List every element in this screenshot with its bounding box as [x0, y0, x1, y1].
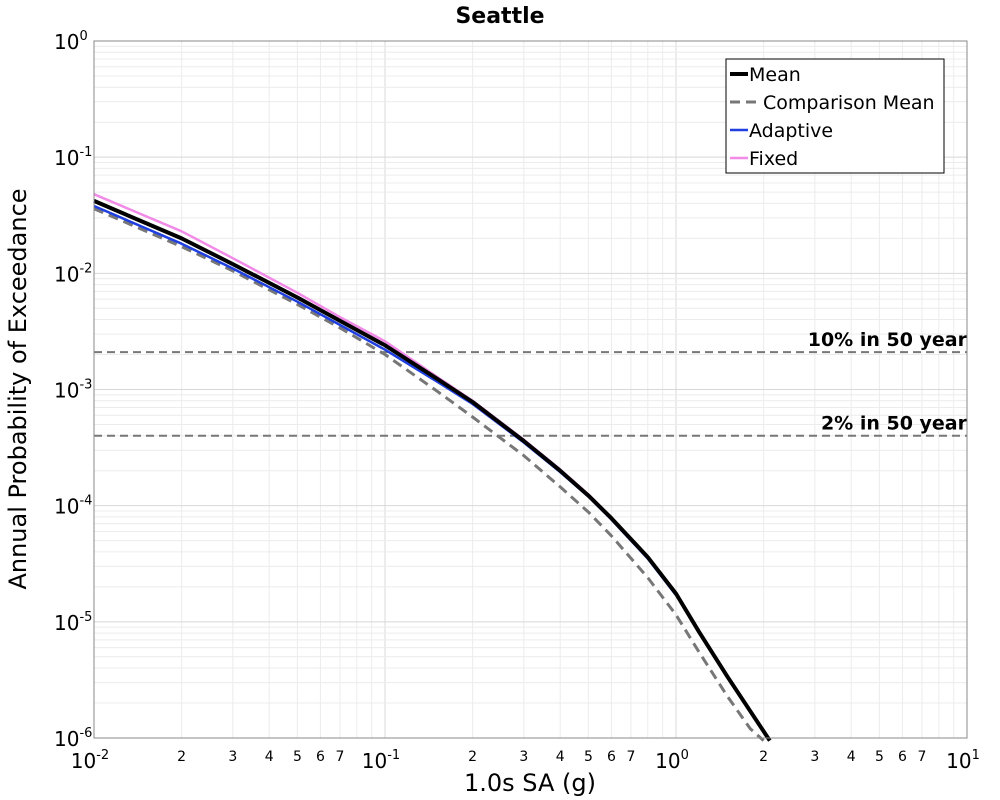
x-minor-tick-label: 2: [759, 749, 768, 765]
x-minor-tick-label: 4: [556, 749, 565, 765]
x-tick-label: 10-2: [71, 748, 109, 773]
x-minor-tick-label: 7: [917, 749, 926, 765]
x-minor-tick-label: 6: [316, 749, 325, 765]
legend-entry: Adaptive: [749, 120, 833, 142]
x-minor-tick-label: 2: [468, 749, 477, 765]
chart-title: Seattle: [455, 4, 544, 29]
x-minor-tick-label: 3: [519, 749, 528, 765]
x-tick-label: 100: [655, 748, 689, 773]
x-minor-tick-label: 5: [875, 749, 884, 765]
reference-line-label: 10% in 50 year: [808, 329, 968, 351]
x-minor-tick-label: 4: [265, 749, 274, 765]
y-tick-label: 100: [54, 29, 88, 54]
x-minor-tick-label: 2: [177, 749, 186, 765]
reference-line-label: 2% in 50 year: [821, 413, 968, 435]
series-line-mean: [93, 199, 772, 742]
x-minor-tick-label: 7: [335, 749, 344, 765]
x-minor-tick-label: 7: [626, 749, 635, 765]
y-axis-label: Annual Probability of Exceedance: [4, 188, 32, 589]
x-tick-label: 101: [946, 748, 980, 773]
y-tick-label: 10-1: [54, 145, 92, 170]
x-minor-tick-label: 6: [607, 749, 616, 765]
x-minor-tick-label: 3: [810, 749, 819, 765]
grid: [93, 41, 967, 739]
series-line-comparison-mean: [93, 207, 765, 742]
legend: Mean Comparison Mean Adaptive Fixed: [725, 58, 945, 174]
x-minor-tick-label: 5: [584, 749, 593, 765]
x-axis-label: 1.0s SA (g): [464, 769, 596, 797]
y-tick-label: 10-4: [54, 494, 92, 519]
reference-lines: 10% in 50 year 2% in 50 year: [94, 329, 968, 437]
x-minor-tick-label: 5: [293, 749, 302, 765]
y-axis-ticks: 100 10-1 10-2 10-3 10-4 10-5 10-6: [54, 29, 92, 751]
y-tick-label: 10-3: [54, 378, 92, 403]
series-lines: [93, 193, 772, 742]
plot-frame: [93, 40, 968, 739]
legend-box: [725, 58, 945, 174]
x-minor-tick-label: 4: [847, 749, 856, 765]
y-tick-label: 10-5: [54, 610, 92, 635]
legend-entry: Mean: [749, 64, 801, 86]
x-tick-label: 10-1: [362, 748, 400, 773]
x-minor-tick-label: 3: [228, 749, 237, 765]
legend-entry: Comparison Mean: [763, 92, 935, 114]
y-tick-label: 10-6: [54, 726, 92, 751]
x-minor-tick-label: 6: [898, 749, 907, 765]
legend-entry: Fixed: [749, 148, 798, 170]
y-tick-label: 10-2: [54, 261, 92, 286]
